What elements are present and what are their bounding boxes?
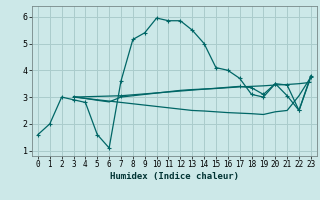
X-axis label: Humidex (Indice chaleur): Humidex (Indice chaleur)	[110, 172, 239, 181]
